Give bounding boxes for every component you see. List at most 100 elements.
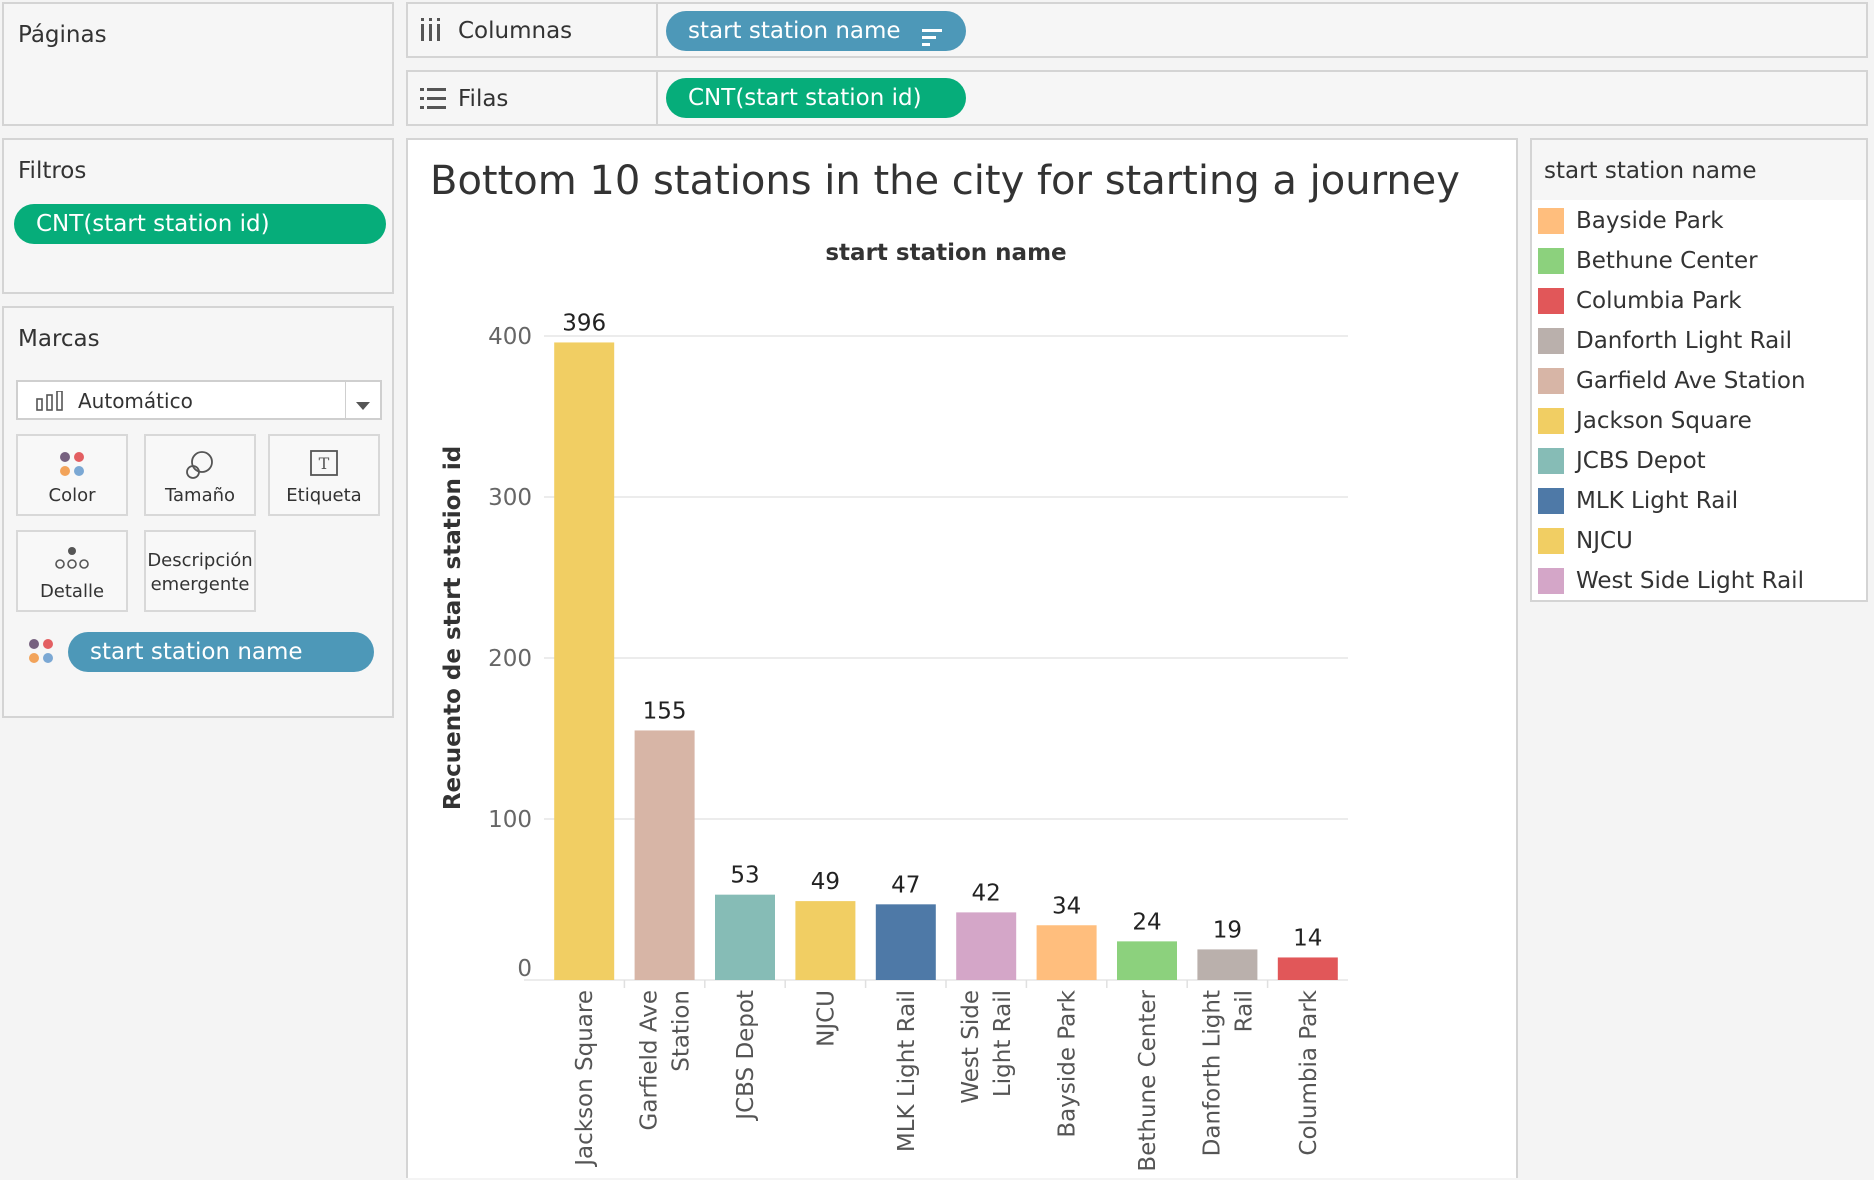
x-tick-label: Garfield Ave [637, 990, 663, 1130]
marks-panel: Marcas Automático Color Tamaño [2, 306, 394, 718]
y-tick-label: 400 [488, 324, 532, 350]
bar [634, 730, 695, 980]
data-label: 42 [972, 880, 1001, 906]
svg-text:T: T [319, 454, 330, 473]
detail-button[interactable]: Detalle [16, 530, 128, 612]
bar-chart-icon [36, 390, 64, 415]
bar [795, 901, 856, 980]
legend-swatch [1538, 368, 1564, 394]
x-tick-label: Bayside Park [1055, 989, 1081, 1137]
legend-item-label: Bayside Park [1576, 208, 1724, 234]
x-tick-label: Jackson Square [572, 990, 598, 1168]
x-tick-label: Columbia Park [1296, 989, 1322, 1155]
x-tick-label: Rail [1231, 990, 1257, 1032]
color-icon [60, 452, 84, 476]
x-tick-label: Station [669, 990, 695, 1072]
columns-shelf: Columnas start station name [406, 2, 1868, 58]
legend-item-label: Jackson Square [1576, 408, 1752, 434]
legend-swatch [1538, 248, 1564, 274]
chart-title: Bottom 10 stations in the city for start… [430, 158, 1460, 204]
x-tick-label: West Side [958, 990, 984, 1104]
legend-swatch [1538, 328, 1564, 354]
columns-label: Columnas [458, 18, 573, 44]
legend-item-label: JCBS Depot [1576, 448, 1706, 474]
bar [554, 342, 615, 980]
rows-field-pill[interactable]: CNT(start station id) [666, 78, 966, 118]
mark-type-select[interactable]: Automático [16, 380, 382, 420]
legend-swatch [1538, 408, 1564, 434]
legend-panel: start station name Bayside Park Bethune C… [1530, 138, 1868, 602]
pages-title: Páginas [18, 22, 107, 48]
rows-field-label: CNT(start station id) [688, 85, 922, 111]
legend-item-label: Columbia Park [1576, 288, 1742, 314]
y-tick-label: 300 [488, 485, 532, 511]
legend-swatch [1538, 288, 1564, 314]
legend-title: start station name [1544, 158, 1757, 184]
size-button[interactable]: Tamaño [144, 434, 256, 516]
legend-swatch [1538, 448, 1564, 474]
bar [1117, 941, 1177, 980]
y-tick-label: 0 [517, 956, 532, 982]
legend-item-label: Garfield Ave Station [1576, 368, 1806, 394]
columns-icon [420, 18, 442, 46]
x-tick-label: JCBS Depot [733, 990, 759, 1122]
pages-panel: Páginas [2, 2, 394, 126]
chart-view: Bottom 10 stations in the city for start… [406, 138, 1518, 1178]
columns-field-label: start station name [688, 18, 901, 44]
color-field-pill[interactable]: start station name [68, 632, 374, 672]
label-button[interactable]: T Etiqueta [268, 434, 380, 516]
tooltip-button-label-line2: emergente [150, 574, 250, 595]
bar [956, 912, 1017, 980]
y-axis-title: Recuento de start station id [440, 446, 466, 810]
x-tick-label: Light Rail [990, 990, 1016, 1097]
filters-panel: Filtros CNT(start station id) [2, 138, 394, 294]
data-label: 47 [891, 872, 920, 898]
columns-field-pill[interactable]: start station name [666, 11, 966, 51]
y-tick-label: 100 [488, 807, 532, 833]
data-label: 19 [1213, 917, 1242, 943]
tooltip-button[interactable]: Descripción emergente [144, 530, 256, 612]
marks-title: Marcas [18, 326, 100, 352]
label-button-label: Etiqueta [286, 485, 362, 506]
data-label: 396 [562, 310, 606, 336]
filter-pill[interactable]: CNT(start station id) [14, 204, 386, 244]
bar [875, 904, 936, 980]
legend-swatch [1538, 568, 1564, 594]
data-label: 34 [1052, 893, 1081, 919]
legend-item-label: MLK Light Rail [1576, 488, 1739, 514]
legend-swatch [1538, 208, 1564, 234]
data-label: 49 [811, 869, 840, 895]
bar [1277, 957, 1338, 980]
data-label: 155 [643, 698, 687, 724]
detail-icon [55, 547, 89, 569]
data-label: 14 [1293, 925, 1322, 951]
x-tick-label: Bethune Center [1135, 989, 1161, 1171]
bar-chart: Bottom 10 stations in the city for start… [430, 158, 1460, 1172]
y-tick-label: 200 [488, 646, 532, 672]
x-tick-label: Danforth Light [1199, 990, 1225, 1156]
sort-icon[interactable] [922, 21, 942, 61]
filter-pill-label: CNT(start station id) [36, 211, 270, 237]
data-label: 24 [1132, 909, 1161, 935]
size-icon [186, 451, 213, 479]
color-button-label: Color [48, 485, 96, 506]
color-button[interactable]: Color [16, 434, 128, 516]
size-button-label: Tamaño [164, 485, 236, 506]
legend-swatch [1538, 488, 1564, 514]
mark-type-value: Automático [78, 389, 193, 413]
rows-label: Filas [458, 86, 509, 112]
x-axis-title: start station name [825, 240, 1066, 266]
legend-swatch [1538, 528, 1564, 554]
rows-icon [420, 88, 446, 114]
bar [715, 894, 775, 980]
color-field-icon [28, 638, 54, 668]
bar [1036, 925, 1097, 980]
chevron-down-icon[interactable] [356, 396, 370, 415]
tooltip-button-label-line1: Descripción [147, 550, 253, 571]
legend-item-label: West Side Light Rail [1576, 568, 1804, 594]
filters-title: Filtros [18, 158, 87, 184]
data-label: 53 [730, 863, 759, 889]
text-label-icon: T [310, 450, 338, 476]
bar [1197, 949, 1258, 980]
detail-button-label: Detalle [39, 581, 105, 602]
